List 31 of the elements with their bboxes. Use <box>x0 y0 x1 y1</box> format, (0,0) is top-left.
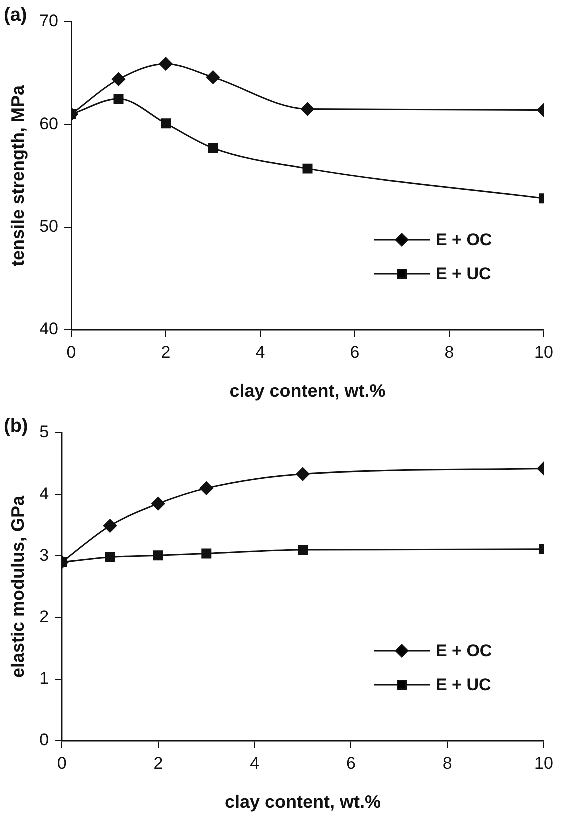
x-tick-label: 8 <box>442 754 452 773</box>
x-tick-label: 6 <box>350 342 360 362</box>
legend-label: E + UC <box>436 264 492 284</box>
y-tick-label: 5 <box>40 422 50 442</box>
y-tick-label: 0 <box>40 730 50 750</box>
legend-label: E + OC <box>436 230 492 250</box>
y-tick-label: 3 <box>40 546 50 565</box>
y-axis-title: elastic modulus, GPa <box>8 494 28 678</box>
legend-label: E + UC <box>436 676 492 695</box>
x-axis-title: clay content, wt.% <box>230 381 386 402</box>
legend-label: E + OC <box>436 642 492 661</box>
x-tick-label: 10 <box>534 342 554 362</box>
x-tick-label: 2 <box>154 754 164 773</box>
y-tick-label: 70 <box>40 12 59 31</box>
y-axis-title: tensile strength, MPa <box>8 84 28 267</box>
y-tick-label: 1 <box>40 669 50 688</box>
y-tick-label: 50 <box>40 217 59 236</box>
y-tick-label: 40 <box>40 320 59 339</box>
x-axis-title: clay content, wt.% <box>225 792 382 812</box>
x-tick-label: 0 <box>66 342 76 362</box>
x-tick-label: 4 <box>256 342 266 362</box>
x-tick-label: 2 <box>161 342 171 362</box>
y-tick-label: 2 <box>40 607 50 626</box>
x-tick-label: 6 <box>346 754 356 773</box>
chart-title: (b) <box>4 416 28 438</box>
x-tick-label: 10 <box>534 754 554 773</box>
x-tick-label: 4 <box>250 754 260 773</box>
x-tick-label: 8 <box>444 342 454 362</box>
chart-title: (a) <box>4 5 28 26</box>
y-tick-label: 60 <box>40 114 59 134</box>
y-tick-label: 4 <box>40 484 50 504</box>
